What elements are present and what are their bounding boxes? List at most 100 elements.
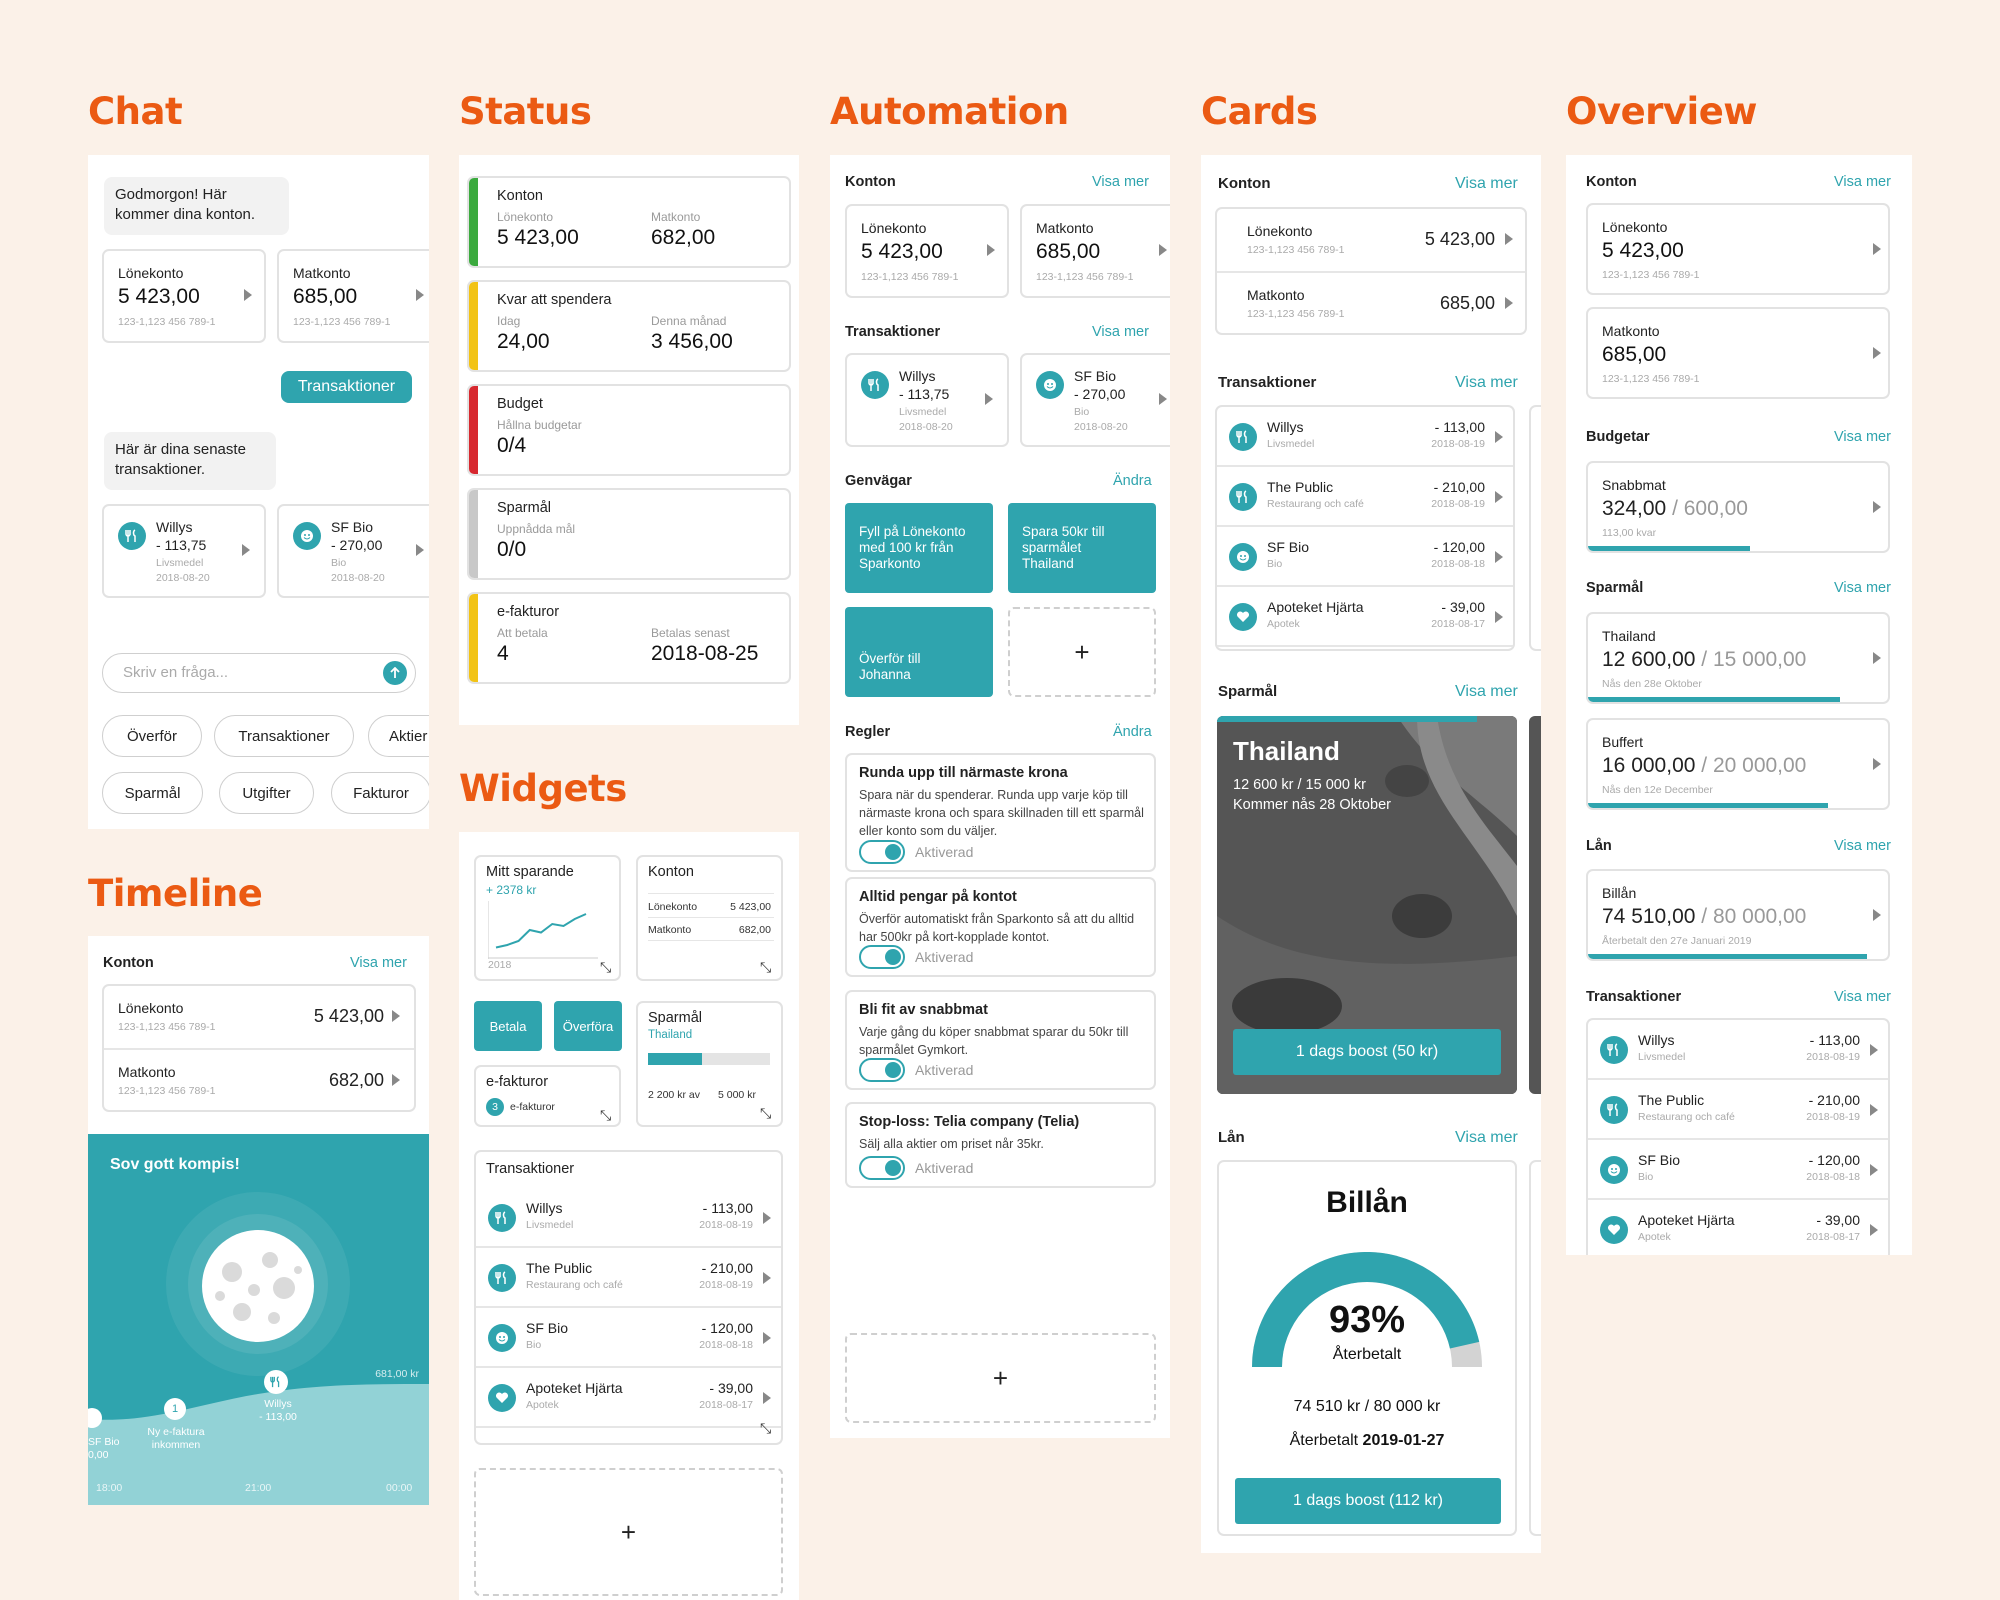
account-card-mat[interactable]: Matkonto 685,00 123-1,123 456 789-1 bbox=[1020, 204, 1170, 298]
rule-toggle[interactable] bbox=[859, 945, 905, 969]
chip-aktier[interactable]: Aktier bbox=[368, 715, 429, 757]
status-card-kvar[interactable]: Kvar att spendera Idag 24,00 Denna månad… bbox=[467, 280, 791, 372]
tx-row-apotek[interactable]: Apoteket Hjärta Apotek - 39,00 2018-08-1… bbox=[1588, 1200, 1888, 1255]
visa-mer-link[interactable]: Visa mer bbox=[1455, 683, 1518, 700]
tx-row-sfbio[interactable]: SF Bio Bio - 120,00 2018-08-18 bbox=[1217, 527, 1513, 587]
status-label: Lönekonto bbox=[497, 210, 554, 224]
account-card-lone[interactable]: Lönekonto 5 423,00 123-1,123 456 789-1 bbox=[845, 204, 1009, 298]
widget-konton[interactable]: Konton Lönekonto 5 423,00 Matkonto 682,0… bbox=[636, 855, 783, 981]
account-card-mat[interactable]: Matkonto 685,00 123-1,123 456 789-1 bbox=[277, 249, 429, 343]
chip-utgifter[interactable]: Utgifter bbox=[219, 772, 314, 814]
visa-mer-link[interactable]: Visa mer bbox=[1455, 374, 1518, 391]
account-number: 123-1,123 456 789-1 bbox=[861, 271, 959, 283]
widget-efakturor[interactable]: e-fakturor 3 e-fakturor ⤡ bbox=[474, 1065, 621, 1127]
tx-row-public[interactable]: The Public Restaurang och café - 210,00 … bbox=[476, 1248, 781, 1308]
chip-overfor[interactable]: Överför bbox=[102, 715, 202, 757]
account-row-mat[interactable]: Matkonto 123-1,123 456 789-1 682,00 bbox=[104, 1050, 414, 1112]
tx-card-willys[interactable]: Willys - 113,75 Livsmedel 2018-08-20 bbox=[845, 353, 1009, 447]
visa-mer-link[interactable]: Visa mer bbox=[1455, 1129, 1518, 1146]
add-shortcut-button[interactable]: + bbox=[1008, 607, 1156, 697]
visa-mer-link[interactable]: Visa mer bbox=[1092, 324, 1149, 340]
shortcut-fyll-pa[interactable]: Fyll på Lönekonto med 100 kr från Sparko… bbox=[845, 503, 993, 593]
visa-mer-link[interactable]: Visa mer bbox=[1092, 174, 1149, 190]
boost-button-thailand[interactable]: 1 dags boost (50 kr) bbox=[1233, 1029, 1501, 1075]
rule-card[interactable]: Alltid pengar på kontot Överför automati… bbox=[845, 877, 1156, 977]
andra-link[interactable]: Ändra bbox=[1113, 473, 1152, 489]
visa-mer-link[interactable]: Visa mer bbox=[1834, 174, 1891, 190]
add-rule-button[interactable]: + bbox=[845, 1333, 1156, 1423]
tx-row-public[interactable]: The Public Restaurang och café - 210,00 … bbox=[1588, 1080, 1888, 1140]
tx-row-apotek[interactable]: Apoteket Hjärta Apotek - 39,00 2018-08-1… bbox=[1217, 587, 1513, 647]
add-widget-button[interactable]: + bbox=[474, 1468, 783, 1596]
boost-button-loan[interactable]: 1 dags boost (112 kr) bbox=[1235, 1478, 1501, 1524]
rule-card[interactable]: Runda upp till närmaste krona Spara när … bbox=[845, 753, 1156, 872]
widget-transaktioner[interactable]: Transaktioner Willys Livsmedel - 113,00 … bbox=[474, 1150, 783, 1445]
widget-sparmal[interactable]: Sparmål Thailand 2 200 kr av 5 000 kr ⤡ bbox=[636, 1001, 783, 1127]
expand-icon[interactable]: ⤡ bbox=[600, 1107, 612, 1123]
shortcut-overfor[interactable]: Överför till Johanna bbox=[845, 607, 993, 697]
tx-row-willys[interactable]: Willys Livsmedel - 113,00 2018-08-19 bbox=[1217, 407, 1513, 467]
expand-icon[interactable]: ⤡ bbox=[760, 1420, 772, 1436]
tx-row-sfbio[interactable]: SF Bio Bio - 120,00 2018-08-18 bbox=[1588, 1140, 1888, 1200]
tx-amount: - 113,00 bbox=[1809, 1032, 1860, 1048]
status-card-sparmal[interactable]: Sparmål Uppnådda mål 0/0 bbox=[467, 488, 791, 580]
tx-row-public[interactable]: The Public Restaurang och café - 210,00 … bbox=[1217, 467, 1513, 527]
andra-link[interactable]: Ändra bbox=[1113, 724, 1152, 740]
account-card-mat[interactable]: Matkonto 685,00 123-1,123 456 789-1 bbox=[1586, 307, 1890, 399]
account-row-lone[interactable]: Lönekonto 123-1,123 456 789-1 5 423,00 bbox=[1217, 209, 1525, 271]
status-card-konton[interactable]: Konton Lönekonto 5 423,00 Matkonto 682,0… bbox=[467, 176, 791, 268]
tx-row-sfbio[interactable]: SF Bio Bio - 120,00 2018-08-18 bbox=[476, 1308, 781, 1368]
chip-sparmal[interactable]: Sparmål bbox=[102, 772, 203, 814]
chip-fakturor[interactable]: Fakturor bbox=[331, 772, 429, 814]
account-row-mat[interactable]: Matkonto 123-1,123 456 789-1 685,00 bbox=[1217, 273, 1525, 335]
loan-card-billan[interactable]: Billån 74 510,00 / 80 000,00 Återbetalt … bbox=[1586, 869, 1890, 961]
shortcut-spara[interactable]: Spara 50kr till sparmålet Thailand bbox=[1008, 503, 1156, 593]
smiley-event-icon[interactable] bbox=[88, 1408, 102, 1428]
visa-mer-link[interactable]: Visa mer bbox=[1834, 429, 1891, 445]
account-card-lone[interactable]: Lönekonto 5 423,00 123-1,123 456 789-1 bbox=[102, 249, 266, 343]
heart-icon bbox=[1229, 603, 1257, 631]
tx-row-apotek[interactable]: Apoteket Hjärta Apotek - 39,00 2018-08-1… bbox=[476, 1368, 781, 1428]
rule-toggle[interactable] bbox=[859, 1058, 905, 1082]
expand-icon[interactable]: ⤡ bbox=[760, 959, 772, 975]
expand-icon[interactable]: ⤡ bbox=[760, 1105, 772, 1121]
tx-row-willys[interactable]: Willys Livsmedel - 113,00 2018-08-19 bbox=[1588, 1020, 1888, 1080]
visa-mer-link[interactable]: Visa mer bbox=[1834, 838, 1891, 854]
account-row-lone[interactable]: Lönekonto 123-1,123 456 789-1 5 423,00 bbox=[104, 986, 414, 1048]
budget-card-snabbmat[interactable]: Snabbmat 324,00 / 600,00 113,00 kvar bbox=[1586, 461, 1890, 553]
expand-icon[interactable]: ⤡ bbox=[600, 959, 612, 975]
send-arrow-icon[interactable] bbox=[383, 661, 407, 685]
rule-toggle[interactable] bbox=[859, 840, 905, 864]
chat-input[interactable]: Skriv en fråga... bbox=[102, 653, 416, 693]
sparmal-card-peek bbox=[1529, 716, 1541, 1094]
status-card-efakturor[interactable]: e-fakturor Att betala 4 Betalas senast 2… bbox=[467, 592, 791, 684]
account-balance: 685,00 bbox=[293, 285, 358, 308]
rule-toggle[interactable] bbox=[859, 1156, 905, 1180]
status-card-budget[interactable]: Budget Hållna budgetar 0/4 bbox=[467, 384, 791, 476]
rule-card[interactable]: Bli fit av snabbmat Varje gång du köper … bbox=[845, 990, 1156, 1090]
cutlery-event-icon[interactable] bbox=[264, 1370, 288, 1394]
invoice-event-badge[interactable]: 1 bbox=[164, 1398, 186, 1420]
betala-button[interactable]: Betala bbox=[474, 1001, 542, 1051]
loan-card-billan[interactable]: Billån 93% Återbetalt 74 510 kr / 80 000… bbox=[1217, 1160, 1517, 1536]
chevron-right-icon bbox=[1873, 652, 1881, 664]
tx-amount: - 120,00 bbox=[1433, 539, 1485, 555]
tx-card-sfbio[interactable]: SF Bio - 270,00 Bio 2018-08-20 bbox=[1020, 353, 1170, 447]
sparmal-card-buffert[interactable]: Buffert 16 000,00 / 20 000,00 Nås den 12… bbox=[1586, 718, 1890, 810]
widget-sparande[interactable]: Mitt sparande + 2378 kr 2018 ⤡ bbox=[474, 855, 621, 981]
transaktioner-button[interactable]: Transaktioner bbox=[281, 371, 412, 403]
sparmal-card-thailand[interactable]: Thailand 12 600 kr / 15 000 kr Kommer nå… bbox=[1217, 716, 1517, 1094]
visa-mer-link[interactable]: Visa mer bbox=[1834, 580, 1891, 596]
visa-mer-link[interactable]: Visa mer bbox=[350, 955, 407, 971]
sparmal-card-thailand[interactable]: Thailand 12 600,00 / 15 000,00 Nås den 2… bbox=[1586, 612, 1890, 704]
tx-row-willys[interactable]: Willys Livsmedel - 113,00 2018-08-19 bbox=[476, 1188, 781, 1248]
account-card-lone[interactable]: Lönekonto 5 423,00 123-1,123 456 789-1 bbox=[1586, 203, 1890, 295]
chevron-right-icon bbox=[1505, 233, 1513, 245]
chip-transaktioner[interactable]: Transaktioner bbox=[214, 715, 354, 757]
visa-mer-link[interactable]: Visa mer bbox=[1834, 989, 1891, 1005]
overfora-button[interactable]: Överföra bbox=[554, 1001, 622, 1051]
tx-card-willys[interactable]: Willys - 113,75 Livsmedel 2018-08-20 bbox=[102, 504, 266, 598]
rule-card[interactable]: Stop-loss: Telia company (Telia) Sälj al… bbox=[845, 1102, 1156, 1188]
tx-card-sfbio[interactable]: SF Bio - 270,00 Bio 2018-08-20 bbox=[277, 504, 429, 598]
visa-mer-link[interactable]: Visa mer bbox=[1455, 175, 1518, 192]
